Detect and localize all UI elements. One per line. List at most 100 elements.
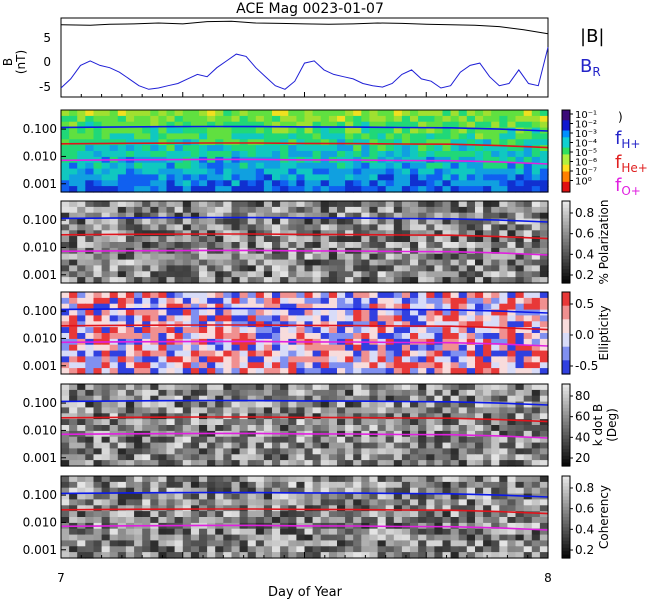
ell-cell — [418, 344, 427, 352]
power-cell — [272, 115, 281, 123]
gray-cell — [263, 259, 273, 267]
gray-cell — [109, 259, 119, 267]
power-cell — [182, 121, 192, 129]
ell-cell — [69, 292, 78, 299]
power-cell — [69, 186, 78, 193]
power-cell — [223, 110, 232, 117]
gray-cell — [442, 271, 452, 278]
power-cell — [280, 127, 289, 135]
gray-cell — [109, 407, 119, 414]
gray-cell — [272, 271, 281, 278]
gray-cell — [280, 265, 289, 272]
gray-cell — [93, 448, 103, 455]
gray-cell — [426, 448, 435, 455]
gray-cell — [125, 271, 135, 278]
gray-cell — [182, 259, 192, 267]
gray-cell — [280, 407, 289, 414]
gray-cell — [337, 224, 346, 231]
gray-cell — [523, 454, 533, 461]
gray-cell — [458, 552, 468, 559]
gray-cell — [134, 540, 143, 547]
gray-cell — [466, 517, 476, 524]
gray-cell — [247, 384, 257, 391]
ell-cell — [61, 368, 70, 375]
gray-cell — [442, 487, 452, 495]
gray-cell — [263, 389, 273, 397]
gray-cell — [223, 499, 232, 506]
power-cell — [304, 151, 314, 158]
gray-cell — [69, 425, 78, 432]
ell-cell — [442, 333, 452, 340]
gray-cell — [101, 460, 111, 467]
power-cell — [93, 151, 103, 158]
gray-cell — [401, 528, 411, 536]
power-cell — [345, 174, 354, 181]
gray-cell — [93, 277, 103, 284]
power-colorbar-segment — [562, 151, 570, 155]
gray-cell — [442, 395, 452, 403]
gray-cell — [142, 493, 151, 501]
gray-cell — [515, 460, 525, 467]
gray-cell — [296, 460, 306, 467]
gray-cell — [272, 212, 281, 220]
gray-cell — [288, 201, 297, 208]
gray-cell — [109, 206, 119, 214]
gray-cell — [499, 218, 508, 226]
ell-cell — [361, 303, 370, 311]
gray-cell — [442, 389, 452, 397]
gray-cell — [410, 540, 419, 547]
gray-cell — [353, 552, 362, 559]
gray-colorbar-segment — [562, 390, 570, 395]
gray-cell — [255, 419, 265, 426]
gray-cell — [272, 389, 281, 397]
gray-cell — [93, 218, 103, 226]
gray-cell — [450, 384, 460, 391]
ell-cell — [182, 350, 192, 358]
power-cell — [523, 133, 533, 140]
gray-cell — [61, 224, 70, 231]
power-cell — [109, 162, 119, 170]
gray-cell — [320, 436, 330, 444]
ell-cell — [158, 315, 168, 322]
power-cell — [442, 186, 452, 193]
ell-cell — [304, 350, 314, 358]
gray-cell — [239, 277, 249, 284]
gray-cell — [483, 517, 492, 524]
ell-cell — [239, 297, 249, 305]
ell-cell — [539, 303, 549, 311]
gray-cell — [337, 505, 346, 512]
gray-cell — [296, 481, 306, 489]
gray-cell — [353, 230, 362, 237]
gray-cell — [142, 265, 151, 272]
ell-cell — [239, 344, 249, 352]
gray-cell — [328, 218, 338, 226]
ell-cell — [458, 362, 468, 369]
ell-cell — [328, 356, 338, 363]
ell-cell — [223, 315, 232, 322]
gray-cell — [231, 534, 241, 542]
legend-f-heplus-sub: He+ — [621, 161, 647, 175]
ell-cell — [182, 309, 192, 317]
ell-cell — [190, 297, 200, 305]
ell-cell — [280, 315, 289, 322]
power-cell — [109, 174, 119, 181]
power-cell — [85, 121, 94, 129]
gray-cell — [109, 540, 119, 547]
gray-cell — [499, 511, 508, 518]
gray-cell — [239, 517, 249, 524]
power-cell — [466, 121, 476, 129]
power-cell — [255, 186, 265, 193]
gray-cell — [523, 436, 533, 444]
gray-cell — [215, 253, 224, 261]
gray-cell — [531, 407, 541, 414]
power-cell — [85, 145, 94, 152]
gray-cell — [61, 242, 70, 249]
power-cell — [255, 110, 265, 117]
gray-colorbar-segment — [562, 520, 570, 525]
power-cell — [134, 121, 143, 129]
legend-bmag: |B| — [580, 26, 604, 47]
power-cell — [312, 151, 322, 158]
gray-cell — [361, 265, 370, 272]
ell-cell — [475, 362, 484, 369]
